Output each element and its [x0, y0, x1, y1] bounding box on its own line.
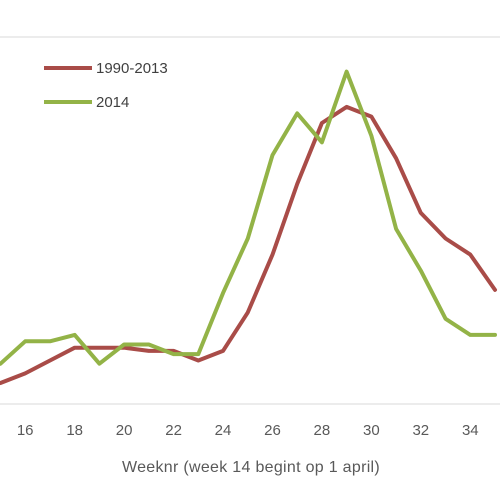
x-axis-title: Weeknr (week 14 begint op 1 april)	[122, 459, 380, 476]
series-line-current	[0, 69, 497, 366]
legend-label: 2014	[96, 94, 129, 111]
x-tick-label: 28	[314, 422, 331, 439]
series-line-baseline	[0, 104, 497, 385]
legend-label: 1990-2013	[96, 60, 168, 77]
x-tick-label: 18	[66, 422, 83, 439]
legend: 1990-2013 2014	[44, 60, 168, 111]
x-tick-label: 24	[215, 422, 232, 439]
x-tick-label: 26	[264, 422, 281, 439]
x-tick-label: 32	[412, 422, 429, 439]
x-tick-labels: 16 18 20 22 24 26 28 30 32 34	[17, 422, 479, 439]
x-tick-label: 30	[363, 422, 380, 439]
x-tick-label: 16	[17, 422, 34, 439]
x-tick-label: 22	[165, 422, 182, 439]
x-tick-label: 34	[462, 422, 479, 439]
series-layer	[0, 69, 497, 385]
x-tick-label: 20	[116, 422, 133, 439]
